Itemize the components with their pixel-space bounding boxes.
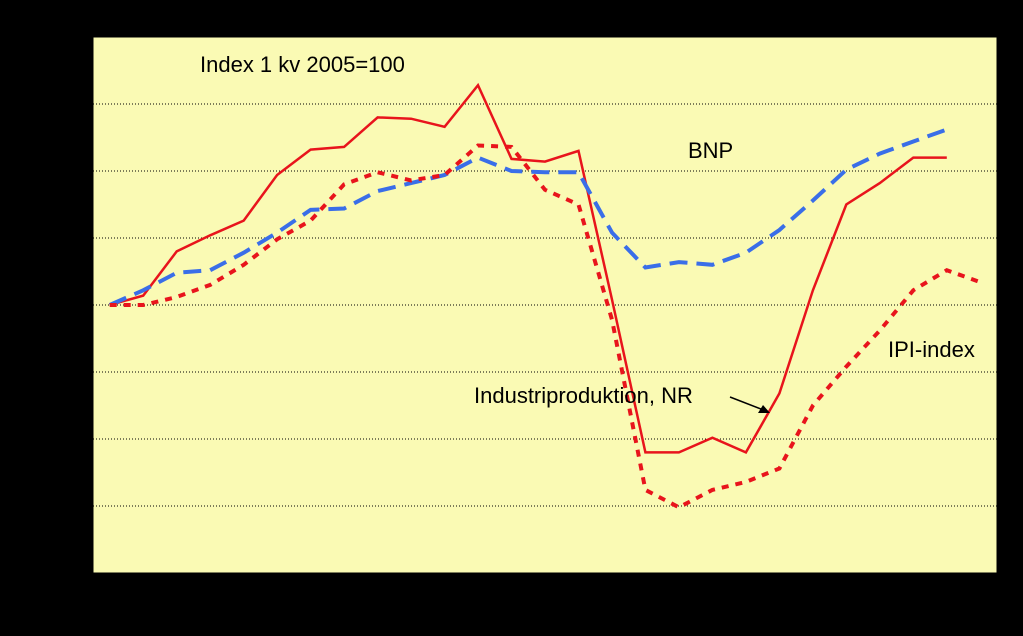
series-label: BNP [688, 138, 733, 163]
series-line [108, 127, 948, 307]
arrow-head [758, 405, 770, 413]
series-label: IPI-index [888, 337, 975, 362]
annotation-arrow [729, 396, 767, 412]
series-line [109, 143, 981, 510]
series-label: Industriproduktion, NR [474, 383, 693, 408]
subtitle: Index 1 kv 2005=100 [200, 52, 405, 77]
series-line [109, 82, 947, 454]
